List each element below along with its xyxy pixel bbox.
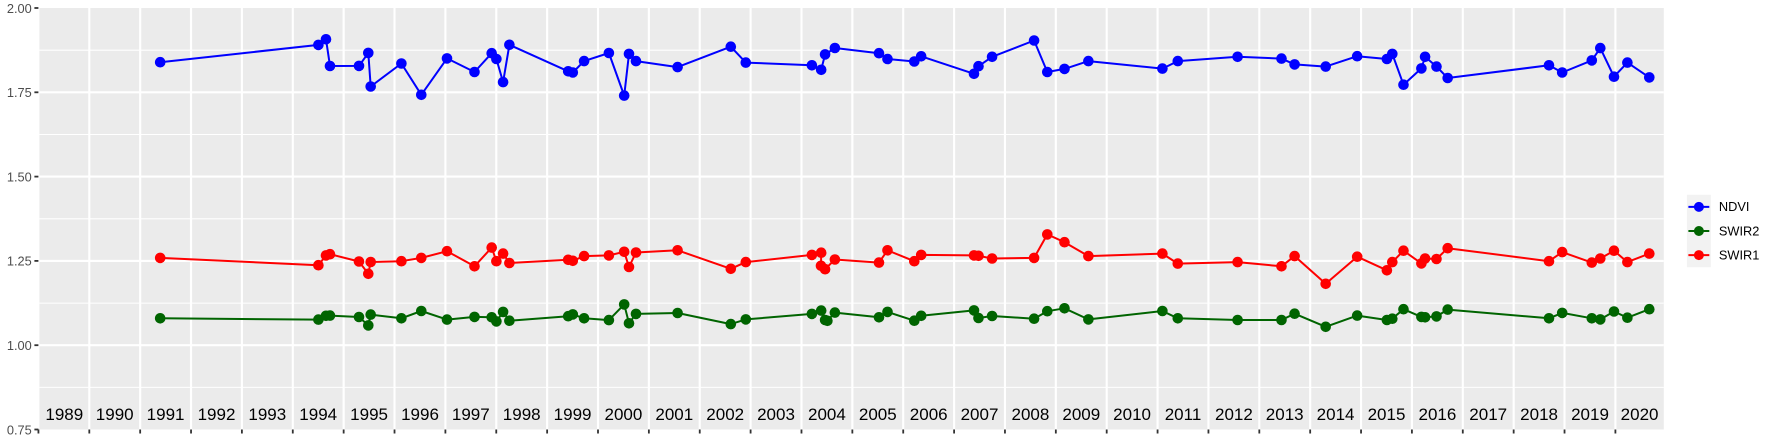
svg-text:2012: 2012	[1215, 405, 1253, 424]
svg-text:2011: 2011	[1165, 405, 1202, 424]
svg-text:1.50: 1.50	[7, 169, 32, 184]
svg-text:NDVI: NDVI	[1719, 199, 1750, 214]
svg-text:1.75: 1.75	[7, 85, 32, 100]
svg-text:2004: 2004	[808, 405, 846, 424]
svg-text:2017: 2017	[1469, 405, 1507, 424]
svg-text:2014: 2014	[1317, 405, 1355, 424]
svg-text:1.00: 1.00	[7, 338, 32, 353]
svg-text:1996: 1996	[401, 405, 439, 424]
svg-text:1993: 1993	[248, 405, 286, 424]
svg-text:2013: 2013	[1266, 405, 1304, 424]
svg-text:1994: 1994	[299, 405, 337, 424]
svg-text:2020: 2020	[1621, 405, 1659, 424]
svg-text:1999: 1999	[554, 405, 592, 424]
svg-text:2015: 2015	[1368, 405, 1406, 424]
svg-text:1989: 1989	[45, 405, 83, 424]
svg-text:1995: 1995	[350, 405, 388, 424]
svg-text:1998: 1998	[503, 405, 541, 424]
svg-text:2016: 2016	[1418, 405, 1456, 424]
svg-text:2018: 2018	[1520, 405, 1558, 424]
svg-text:1990: 1990	[96, 405, 134, 424]
svg-text:2006: 2006	[910, 405, 948, 424]
svg-text:2010: 2010	[1113, 405, 1151, 424]
svg-text:2005: 2005	[859, 405, 897, 424]
svg-text:2009: 2009	[1062, 405, 1100, 424]
svg-text:1992: 1992	[198, 405, 236, 424]
svg-text:SWIR1: SWIR1	[1719, 247, 1760, 262]
svg-text:SWIR2: SWIR2	[1719, 223, 1760, 238]
svg-text:2019: 2019	[1571, 405, 1609, 424]
svg-text:2008: 2008	[1011, 405, 1049, 424]
svg-text:0.75: 0.75	[7, 422, 32, 437]
svg-text:2002: 2002	[706, 405, 744, 424]
svg-text:1.25: 1.25	[7, 254, 32, 269]
svg-text:2.00: 2.00	[7, 1, 32, 16]
svg-text:2007: 2007	[961, 405, 999, 424]
svg-text:1997: 1997	[452, 405, 490, 424]
svg-text:2003: 2003	[757, 405, 795, 424]
svg-text:2001: 2001	[655, 405, 693, 424]
svg-text:1991: 1991	[147, 405, 185, 424]
svg-text:2000: 2000	[604, 405, 642, 424]
